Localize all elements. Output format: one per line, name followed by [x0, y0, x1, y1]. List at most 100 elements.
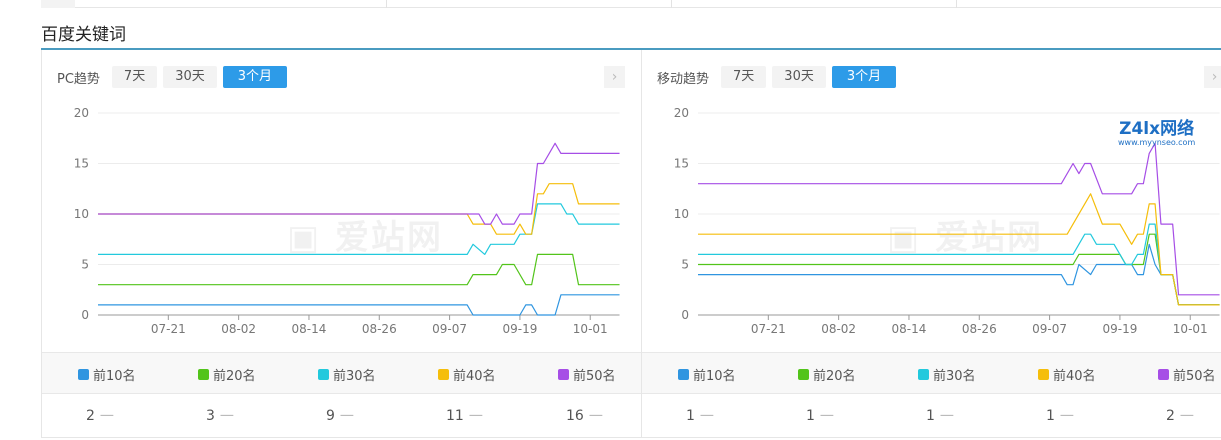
series-line-30[interactable]: [98, 203, 620, 255]
series-line-20[interactable]: [698, 233, 1220, 306]
legend-item[interactable]: 前10名: [678, 353, 736, 395]
legend-label: 前30名: [333, 368, 376, 384]
x-tick-label: 08-26: [962, 322, 997, 336]
legend-item[interactable]: 前10名: [78, 353, 136, 395]
panel-title: PC趋势: [57, 71, 100, 87]
trend-flat-icon: 一: [819, 408, 834, 425]
range-30d-button[interactable]: 30天: [163, 66, 217, 88]
legend-swatch: [318, 368, 329, 380]
range-toolbar: PC趋势 7天 30天 3个月: [57, 66, 288, 88]
trend-flat-icon: 一: [588, 408, 603, 425]
legend-swatch: [1158, 368, 1169, 380]
x-tick-label: 10-01: [573, 322, 608, 336]
legend-item[interactable]: 前50名: [558, 353, 616, 395]
x-tick-label: 08-14: [292, 322, 327, 336]
legend-item[interactable]: 前20名: [798, 353, 856, 395]
range-7d-button[interactable]: 7天: [111, 66, 158, 88]
x-tick-label: 08-02: [221, 322, 256, 336]
rank-count-value: 2: [1166, 407, 1175, 424]
legend-item[interactable]: 前40名: [1038, 353, 1096, 395]
series-line-40[interactable]: [698, 193, 1220, 306]
x-tick-label: 08-02: [821, 322, 856, 336]
trend-flat-icon: 一: [468, 408, 483, 425]
y-tick-label: 0: [681, 308, 689, 322]
pc-trend-panel: PC趋势 7天 30天 3个月 › ▣ 爱站网 0 5 10 15 20 07-21 08-…: [41, 50, 641, 438]
rank-count-value: 11: [446, 407, 464, 424]
y-tick-label: 5: [681, 258, 689, 272]
rank-count-value: 3: [206, 407, 215, 424]
range-7d-button[interactable]: 7天: [721, 66, 767, 88]
rank-count-value: 1: [686, 407, 695, 424]
mobile-trend-panel: 移动趋势 7天 30天 3个月 › ▣ 爱站网 0 5 10 15 20 07-21 08-…: [641, 50, 1221, 438]
series-line-50[interactable]: [98, 142, 620, 225]
trend-flat-icon: 一: [219, 408, 234, 425]
pc-trend-chart: 0 5 10 15 20 07-21 08-02 08-14 08-26 09-07 09-19 10…: [74, 106, 620, 336]
table-cell: [41, 0, 75, 8]
x-tick-label: 07-21: [151, 322, 186, 336]
rank-count: 16 一: [566, 394, 603, 437]
divider: [671, 0, 672, 8]
trend-flat-icon: 一: [1179, 408, 1194, 425]
y-tick-label: 20: [74, 106, 89, 120]
trend-flat-icon: 一: [699, 408, 714, 425]
range-toolbar: 移动趋势 7天 30天 3个月: [657, 66, 897, 88]
legend-item[interactable]: 前30名: [318, 353, 376, 395]
trend-flat-icon: 一: [339, 408, 354, 425]
legend-label: 前20名: [813, 368, 856, 384]
chevron-right-icon[interactable]: ›: [1204, 66, 1221, 88]
legend-label: 前50名: [573, 368, 616, 384]
overlay-logo: Z4lx网络 www.myynseo.com: [1118, 119, 1196, 147]
series-line-10[interactable]: [698, 243, 1220, 306]
y-tick-label: 20: [674, 106, 689, 120]
rank-count: 11 一: [446, 394, 483, 437]
y-tick-label: 15: [674, 157, 689, 171]
x-tick-label: 09-07: [432, 322, 467, 336]
rank-count-value: 1: [1046, 407, 1055, 424]
rank-count-value: 2: [86, 407, 95, 424]
legend-swatch: [918, 368, 929, 380]
y-tick-label: 15: [74, 157, 89, 171]
legend-item[interactable]: 前20名: [198, 353, 256, 395]
rank-count-value: 1: [926, 407, 935, 424]
mobile-trend-chart: 0 5 10 15 20 07-21 08-02 08-14 08-26 09-07 09-19 10…: [674, 106, 1220, 336]
x-tick-label: 09-07: [1032, 322, 1067, 336]
divider: [386, 0, 387, 8]
legend-label: 前10名: [693, 368, 736, 384]
legend-item[interactable]: 前50名: [1158, 353, 1216, 395]
series-line-40[interactable]: [98, 183, 620, 235]
legend-swatch: [1038, 368, 1049, 380]
panel-title: 移动趋势: [657, 71, 710, 87]
legend-label: 前30名: [933, 368, 976, 384]
section-title: 百度关键词: [41, 25, 126, 45]
legend: 前10名 前20名 前30名 前40名 前50名: [642, 352, 1221, 394]
y-tick-label: 10: [74, 207, 89, 221]
chevron-right-icon[interactable]: ›: [604, 66, 625, 88]
x-tick-label: 09-19: [502, 322, 537, 336]
legend-swatch: [78, 368, 89, 380]
legend-item[interactable]: 前40名: [438, 353, 496, 395]
series-line-50[interactable]: [698, 142, 1220, 296]
y-tick-label: 5: [81, 258, 89, 272]
legend-item[interactable]: 前30名: [918, 353, 976, 395]
range-3m-button[interactable]: 3个月: [222, 66, 288, 88]
section-divider: [41, 48, 1221, 50]
series-line-20[interactable]: [98, 253, 620, 286]
legend-label: 前40名: [453, 368, 496, 384]
rank-count-value: 16: [566, 407, 584, 424]
legend-swatch: [198, 368, 209, 380]
range-3m-button[interactable]: 3个月: [831, 66, 897, 88]
legend-label: 前50名: [1173, 368, 1216, 384]
legend-swatch: [438, 368, 449, 380]
series-line-10[interactable]: [98, 294, 620, 316]
trend-flat-icon: 一: [99, 408, 114, 425]
range-30d-button[interactable]: 30天: [772, 66, 826, 88]
trend-flat-icon: 一: [939, 408, 954, 425]
legend-label: 前40名: [1053, 368, 1096, 384]
